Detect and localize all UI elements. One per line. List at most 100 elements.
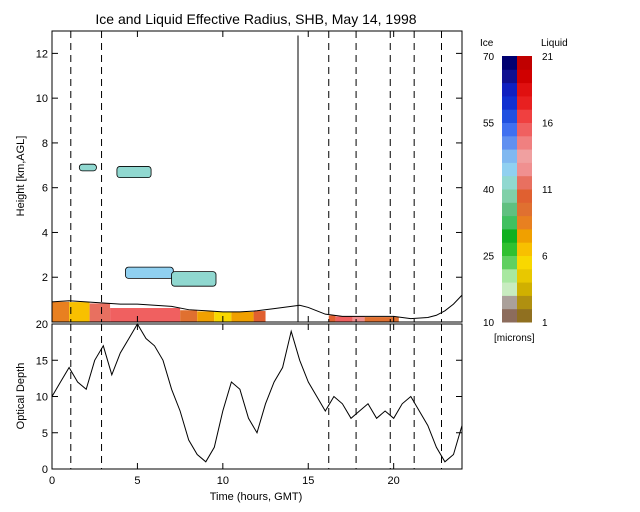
colorbar-liquid-swatch xyxy=(517,109,532,123)
radius-dashed-lines xyxy=(70,31,442,322)
radius-plot-frame xyxy=(51,30,463,323)
colorbar-liquid-tick-label: 11 xyxy=(542,185,553,196)
liquid-cloud-segment xyxy=(352,316,365,322)
colorbar-liquid-tick-label: 6 xyxy=(542,252,548,263)
height-tick-label: 8 xyxy=(42,138,48,150)
liquid-cloud-segment xyxy=(89,303,111,322)
ice-cloud xyxy=(78,163,97,172)
colorbar-liquid-swatch xyxy=(517,228,532,243)
colorbar-ice-swatch xyxy=(502,109,517,123)
height-tick-label: 12 xyxy=(36,48,48,60)
colorbar-ice-swatch xyxy=(502,255,517,270)
colorbar-liquid-swatch xyxy=(517,242,532,256)
optical-depth-plot-background xyxy=(52,324,462,469)
optical-depth-tick-label: 5 xyxy=(42,428,48,440)
colorbar-ice-swatch xyxy=(502,268,517,283)
liquid-cloud-segment xyxy=(328,315,336,322)
colorbar-ice-swatch xyxy=(502,162,517,177)
height-axis-label: Height [km,AGL] xyxy=(15,136,27,217)
time-axis-label: Time (hours, GMT) xyxy=(210,491,303,503)
colorbar-liquid-swatch xyxy=(517,69,532,84)
colorbar-liquid-tick-label: 16 xyxy=(542,119,554,130)
colorbar-ice-tick-label: 10 xyxy=(483,318,495,329)
liquid-cloud-segment xyxy=(364,317,399,322)
colorbar-liquid-swatch xyxy=(517,162,532,177)
colorbar-liquid-swatch xyxy=(517,202,532,217)
radius-plot-background xyxy=(52,31,462,322)
colorbar-units-label: [microns] xyxy=(494,333,535,344)
optical-depth-tick-label: 20 xyxy=(36,319,48,331)
time-tick-label: 5 xyxy=(134,475,140,487)
colorbar-ice-scale xyxy=(502,56,517,323)
colorbar-liquid-tick-label: 1 xyxy=(542,318,548,329)
liquid-cloud-segment xyxy=(253,311,266,322)
liquid-cloud-segment xyxy=(69,302,90,322)
colorbar-ice-swatch xyxy=(502,95,517,110)
colorbar-liquid-swatch xyxy=(517,175,532,190)
colorbar-liquid-swatch xyxy=(517,255,532,270)
liquid-cloud-layer xyxy=(51,35,463,322)
colorbar-ice-swatch xyxy=(502,228,517,243)
colorbar-ice-tick-label: 70 xyxy=(483,52,495,63)
colorbar-liquid-swatch xyxy=(517,122,532,137)
colorbar-liquid-swatch xyxy=(517,268,532,283)
liquid-cloud-segment xyxy=(110,308,181,322)
colorbar-ice-swatch xyxy=(502,135,517,150)
colorbar-liquid-swatch xyxy=(517,295,532,310)
colorbar-liquid-label: Liquid xyxy=(541,38,568,49)
optical-depth-tick-label: 10 xyxy=(36,392,48,404)
colorbar-ice-swatch xyxy=(502,282,517,296)
chart-title: Ice and Liquid Effective Radius, SHB, Ma… xyxy=(95,11,416,27)
colorbar-liquid-swatch xyxy=(517,215,532,230)
colorbar-ice-swatch xyxy=(502,82,517,97)
colorbar-liquid-swatch xyxy=(517,308,532,323)
ice-cloud xyxy=(171,271,217,287)
colorbar-ice-swatch xyxy=(502,122,517,137)
colorbar-ice-tick-label: 55 xyxy=(483,119,495,130)
colorbar-liquid-swatch xyxy=(517,82,532,97)
colorbar-ice-swatch xyxy=(502,189,517,203)
colorbar-ice-swatch xyxy=(502,308,517,323)
low-cloud-top-line xyxy=(51,294,463,320)
colorbar-liquid-tick-label: 21 xyxy=(542,52,554,63)
colorbar-ice-swatch xyxy=(502,295,517,310)
ice-cloud-layer xyxy=(78,163,217,287)
optical-depth-axis-label: Optical Depth xyxy=(15,363,27,430)
colorbar: Ice Liquid 70 55 40 25 10 21 16 11 6 1 [microns] xyxy=(480,38,568,344)
radius-panel: 2 4 6 8 10 12 Height [km,AGL] xyxy=(15,30,463,323)
height-tick-label: 10 xyxy=(36,93,48,105)
colorbar-liquid-swatch xyxy=(517,56,532,70)
height-tick-label: 2 xyxy=(42,272,48,284)
liquid-cloud-segment xyxy=(197,311,215,322)
time-tick-label: 0 xyxy=(49,475,55,487)
height-tick-label: 4 xyxy=(42,227,48,239)
liquid-cloud-segment xyxy=(231,311,254,322)
colorbar-liquid-swatch xyxy=(517,149,532,163)
radius-axis-ticks: 2 4 6 8 10 12 xyxy=(36,31,462,322)
colorbar-ice-swatch xyxy=(502,242,517,256)
optical-depth-plot-frame xyxy=(51,323,463,470)
colorbar-liquid-swatch xyxy=(517,95,532,110)
colorbar-ice-swatch xyxy=(502,175,517,190)
ice-cloud xyxy=(116,166,152,179)
liquid-cloud-segment xyxy=(180,310,198,322)
liquid-cloud-segment xyxy=(335,316,353,322)
colorbar-ice-swatch xyxy=(502,149,517,163)
time-tick-label: 20 xyxy=(388,475,400,487)
colorbar-ice-swatch xyxy=(502,56,517,70)
colorbar-ice-swatch xyxy=(502,215,517,230)
optical-depth-tick-label: 15 xyxy=(36,355,48,367)
colorbar-tick-labels: 70 55 40 25 10 21 16 11 6 1 xyxy=(483,52,554,329)
colorbar-liquid-swatch xyxy=(517,135,532,150)
optical-depth-tick-label: 0 xyxy=(42,464,48,476)
ice-cloud xyxy=(125,266,174,279)
colorbar-liquid-swatch xyxy=(517,282,532,296)
height-tick-label: 6 xyxy=(42,183,48,195)
colorbar-ice-label: Ice xyxy=(480,38,494,49)
colorbar-ice-swatch xyxy=(502,202,517,217)
colorbar-liquid-swatch xyxy=(517,189,532,203)
colorbar-ice-tick-label: 25 xyxy=(483,252,495,263)
optical-depth-series-line xyxy=(51,323,463,463)
time-tick-label: 10 xyxy=(217,475,229,487)
